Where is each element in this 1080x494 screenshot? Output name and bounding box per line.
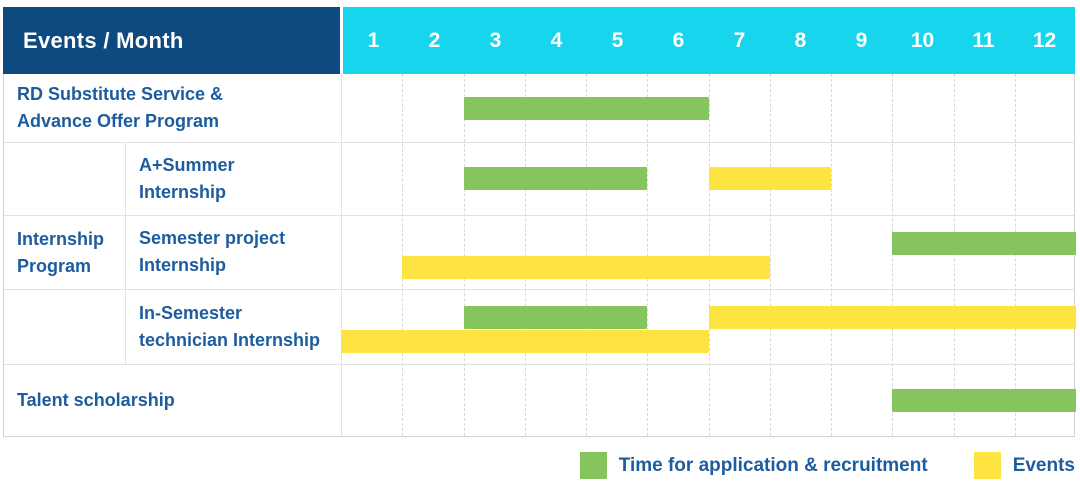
row-label-line: A+Summer [139,154,235,175]
legend: Time for application & recruitment Event… [579,452,1075,479]
corner-header-cell: Events / Month [3,7,340,74]
row-label-line: technician Internship [139,329,321,350]
group-label-cell: Internship Program [4,142,125,364]
row-label-line: Advance Offer Program [17,111,220,131]
row-separator [4,289,1074,290]
gantt-bar-application [892,232,1076,255]
month-header-cell: 1 [367,28,380,52]
month-header-cell: 11 [972,28,995,52]
month-header-cell: 6 [672,28,685,52]
gantt-bar-event [708,167,831,190]
gantt-bar-application [463,97,709,120]
legend-item-application: Time for application & recruitment [579,452,928,479]
month-header-cell: 10 [910,28,935,52]
row-label-cell: Talent scholarship [4,364,341,437]
month-gridline [769,74,771,436]
legend-label-events: Events [1012,454,1075,476]
month-gridline [831,74,832,436]
group-sublabel-divider [125,142,126,364]
gantt-bar-event [402,256,770,279]
gantt-bar-application [463,167,648,190]
month-header-cell: 8 [794,28,807,52]
row-separator [4,364,1074,365]
gantt-bar-application [463,306,648,329]
row-separator [4,215,1074,216]
gantt-bar-event [341,330,709,353]
row-separator [4,142,1074,143]
month-header-cell: 7 [733,28,746,52]
group-label-line: Internship [17,229,105,249]
months-header: 1 2 3 4 5 6 7 8 9 10 11 12 [343,7,1075,74]
month-gridline [586,74,587,436]
month-header-cell: 5 [611,28,624,52]
row-label-line: Talent scholarship [17,390,175,410]
row-label-line: Semester project [139,228,286,248]
events-color-swatch [973,452,1001,479]
row-sublabel-cell: A+Summer Internship [125,142,341,215]
gantt-body: RD Substitute Service & Advance Offer Pro… [3,74,1076,437]
gantt-header-row: Events / Month 1 2 3 4 5 6 7 8 9 10 11 12 [3,7,1075,74]
label-chart-divider [341,74,342,437]
row-label-line: Internship [139,181,227,202]
legend-label-application: Time for application & recruitment [618,454,928,476]
month-gridline [647,74,649,436]
month-gridline [463,74,465,436]
row-sublabel-cell: Semester project Internship [125,215,341,289]
month-gridline [402,74,404,436]
month-gridline [708,74,710,436]
month-gridline [1014,74,1016,436]
group-label-line: Program [17,256,92,276]
month-header-cell: 3 [489,28,502,52]
month-gridline [524,74,526,436]
month-header-cell: 9 [855,28,868,52]
gantt-bar-application [892,389,1076,412]
month-gridline [953,74,955,436]
month-header-cell: 12 [1032,28,1057,52]
row-label-line: In-Semester [139,302,243,323]
application-color-swatch [579,452,607,479]
corner-header-label: Events / Month [23,27,184,53]
row-label-line: RD Substitute Service & [17,84,224,104]
row-label-cell: RD Substitute Service & Advance Offer Pro… [4,74,341,142]
legend-item-events: Events [973,452,1075,479]
gantt-bar-event [708,306,1076,329]
row-label-line: Internship [139,255,227,275]
month-gridline [892,74,894,436]
month-header-cell: 2 [428,28,441,52]
row-sublabel-cell: In-Semester technician Internship [125,289,341,364]
gantt-table: Events / Month 1 2 3 4 5 6 7 8 9 10 11 12 RD Substi… [3,7,1076,437]
month-header-cell: 4 [550,28,563,52]
